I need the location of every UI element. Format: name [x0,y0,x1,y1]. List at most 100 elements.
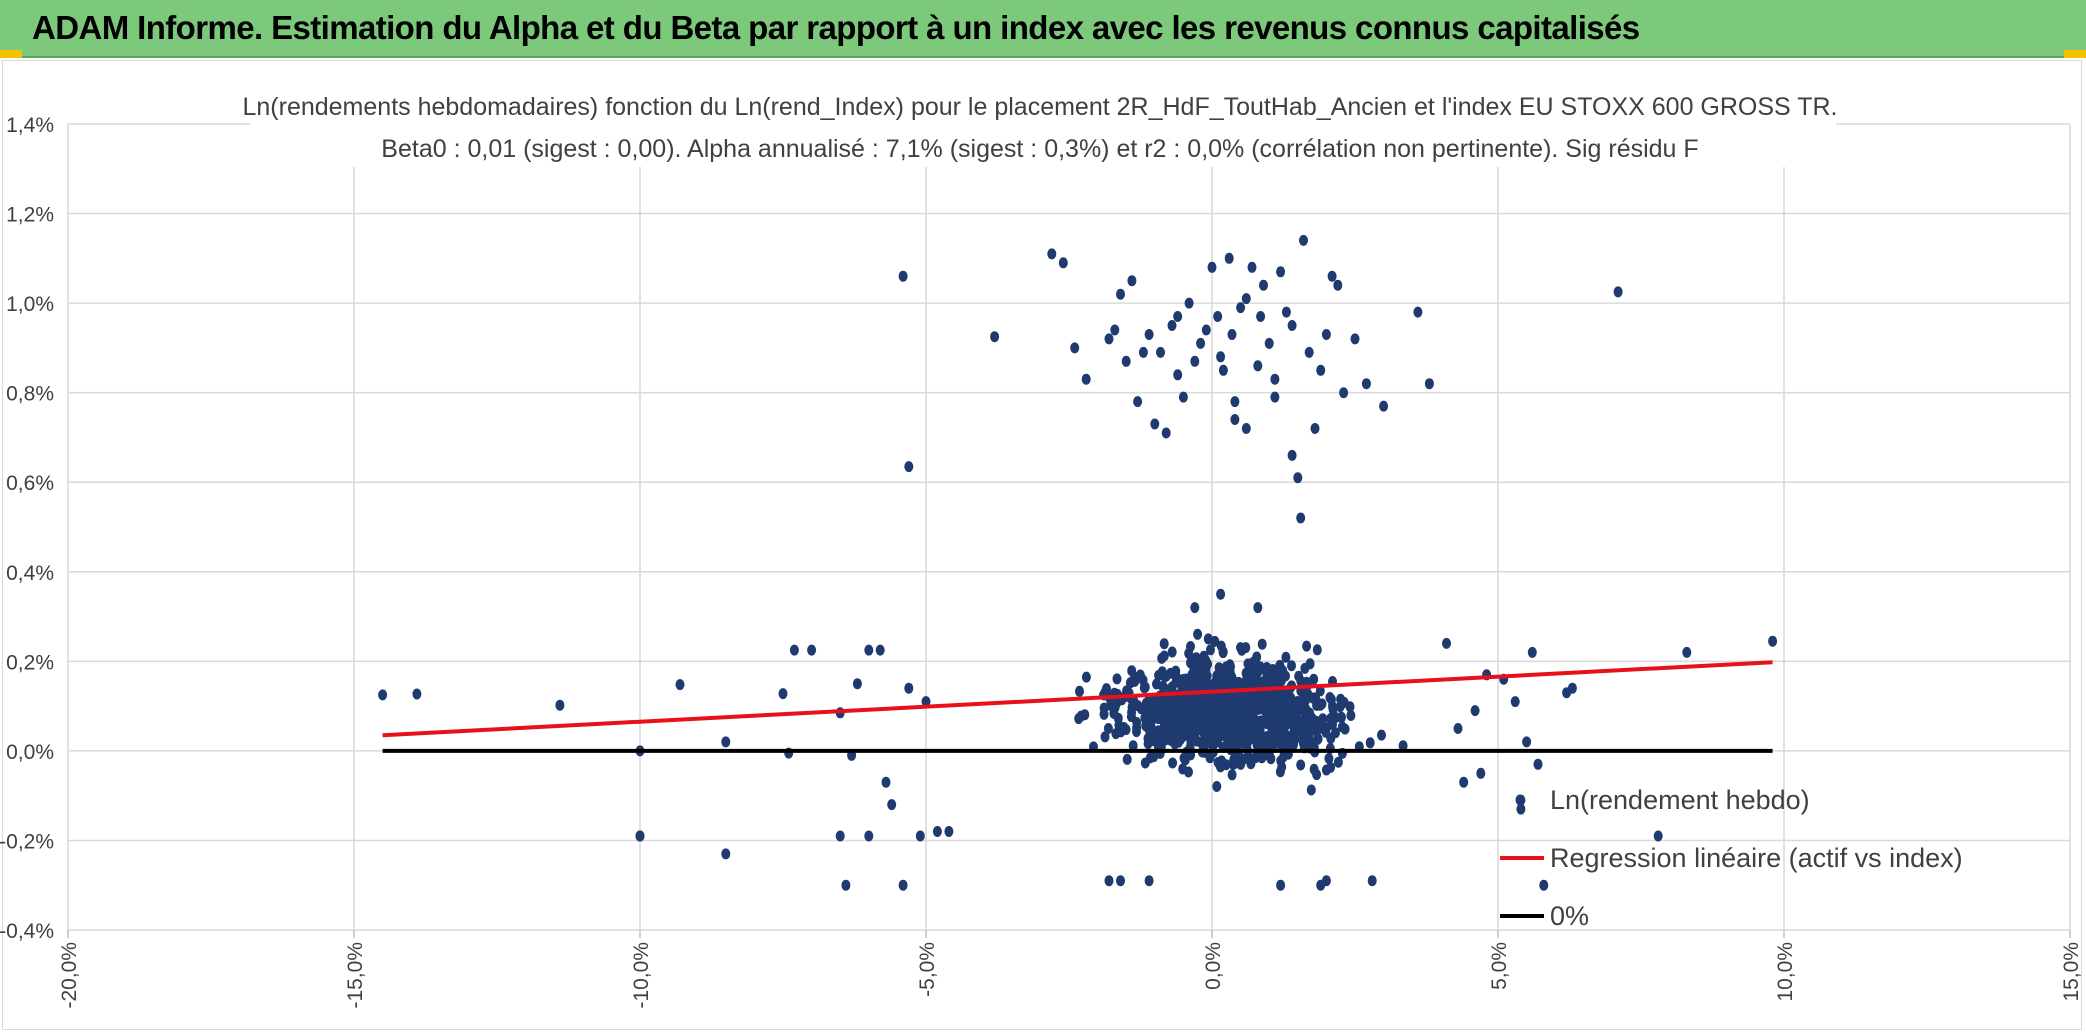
data-point [1154,725,1164,737]
data-point [1255,661,1265,673]
data-point [1111,728,1121,740]
data-point [1327,270,1337,282]
data-point [1196,337,1206,349]
data-point [1223,737,1233,749]
data-point [1186,736,1196,748]
data-point [1257,638,1267,650]
data-point [1133,396,1143,408]
data-point [1299,234,1308,246]
data-point [1294,718,1304,730]
data-point [1216,588,1226,600]
data-point [1161,427,1171,439]
data-point [1398,740,1408,752]
y-tick-label: 1,0% [6,293,54,316]
data-point [1303,689,1313,700]
data-point [1193,628,1203,640]
data-point [1139,682,1149,694]
data-point [1181,699,1191,710]
data-point [1116,875,1125,887]
data-point [1248,712,1257,724]
data-point [1171,676,1181,688]
data-point [1522,736,1532,748]
data-point [1331,727,1340,739]
data-point [1112,673,1122,685]
data-point [1350,333,1360,345]
legend-marker-points [1515,794,1525,806]
data-point [1058,257,1068,269]
data-point [1247,261,1257,273]
data-point [1195,656,1205,668]
x-tick-label: 5,0% [1488,942,1511,990]
data-point [1218,646,1228,658]
data-point [789,644,799,656]
data-point [1361,378,1371,390]
chart-title-line2: Beta0 : 0,01 (sigest : 0,00). Alpha annu… [381,135,1698,163]
data-point [378,689,388,701]
data-point [1253,720,1263,732]
data-point [1212,670,1222,682]
y-tick-label: 1,2% [6,204,54,227]
data-point [1281,651,1291,663]
data-point [1242,674,1251,686]
data-point [1270,373,1280,385]
chart-title-line1: Ln(rendements hebdomadaires) fonction du… [242,93,1837,121]
data-point [1310,423,1320,434]
data-point [904,682,914,694]
data-point [1190,602,1200,614]
data-point [1327,711,1337,723]
data-point [1256,311,1266,322]
data-point [1156,346,1165,358]
data-point [1326,761,1336,773]
data-point [1377,729,1386,741]
data-point [1127,275,1137,287]
data-point [1070,342,1080,354]
data-point [1459,776,1469,788]
x-tick-label: 0,0% [1202,942,1225,990]
data-point [1304,346,1314,358]
data-point [1424,378,1434,390]
data-point [1161,670,1171,682]
data-point [1379,400,1389,412]
data-point [1768,635,1778,647]
data-point [1213,311,1223,322]
data-point [1167,730,1176,742]
axis-layer: -0,4% -0,2% 0,0% 0,2% 0,4% 0,6% 0,8% 1,0% 1,2% 1,… [0,114,2083,1009]
data-point [1180,675,1190,687]
data-point [1218,713,1228,725]
data-point [1273,731,1283,743]
report-header: ADAM Informe. Estimation du Alpha et du … [0,0,2086,58]
data-point [1207,261,1217,273]
data-point [1213,703,1223,715]
data-point [1199,706,1209,718]
data-point [1203,658,1213,670]
data-point [1313,733,1323,745]
data-point [852,678,862,690]
data-point [1302,640,1312,652]
data-point [1186,641,1195,652]
data-point [1239,716,1249,728]
data-point [721,736,731,748]
data-point [990,331,1000,343]
data-point [1241,642,1251,654]
data-point [1150,418,1160,430]
data-point [1476,767,1486,779]
data-point [1229,754,1239,766]
data-point [1238,753,1248,765]
data-point [1510,696,1520,708]
data-point [1103,723,1113,734]
data-point [1312,644,1322,656]
data-point [1251,674,1261,686]
data-point [1275,716,1285,728]
data-point [1110,324,1120,336]
data-point [1339,387,1349,399]
data-point [1234,679,1244,691]
data-point [1241,423,1251,434]
data-point [1336,693,1346,705]
data-point [1130,674,1140,685]
data-point [1159,638,1169,650]
data-point [1249,692,1258,703]
data-point [1230,414,1240,425]
data-point [1264,337,1274,349]
data-point [1153,699,1162,711]
data-point [1203,633,1213,645]
